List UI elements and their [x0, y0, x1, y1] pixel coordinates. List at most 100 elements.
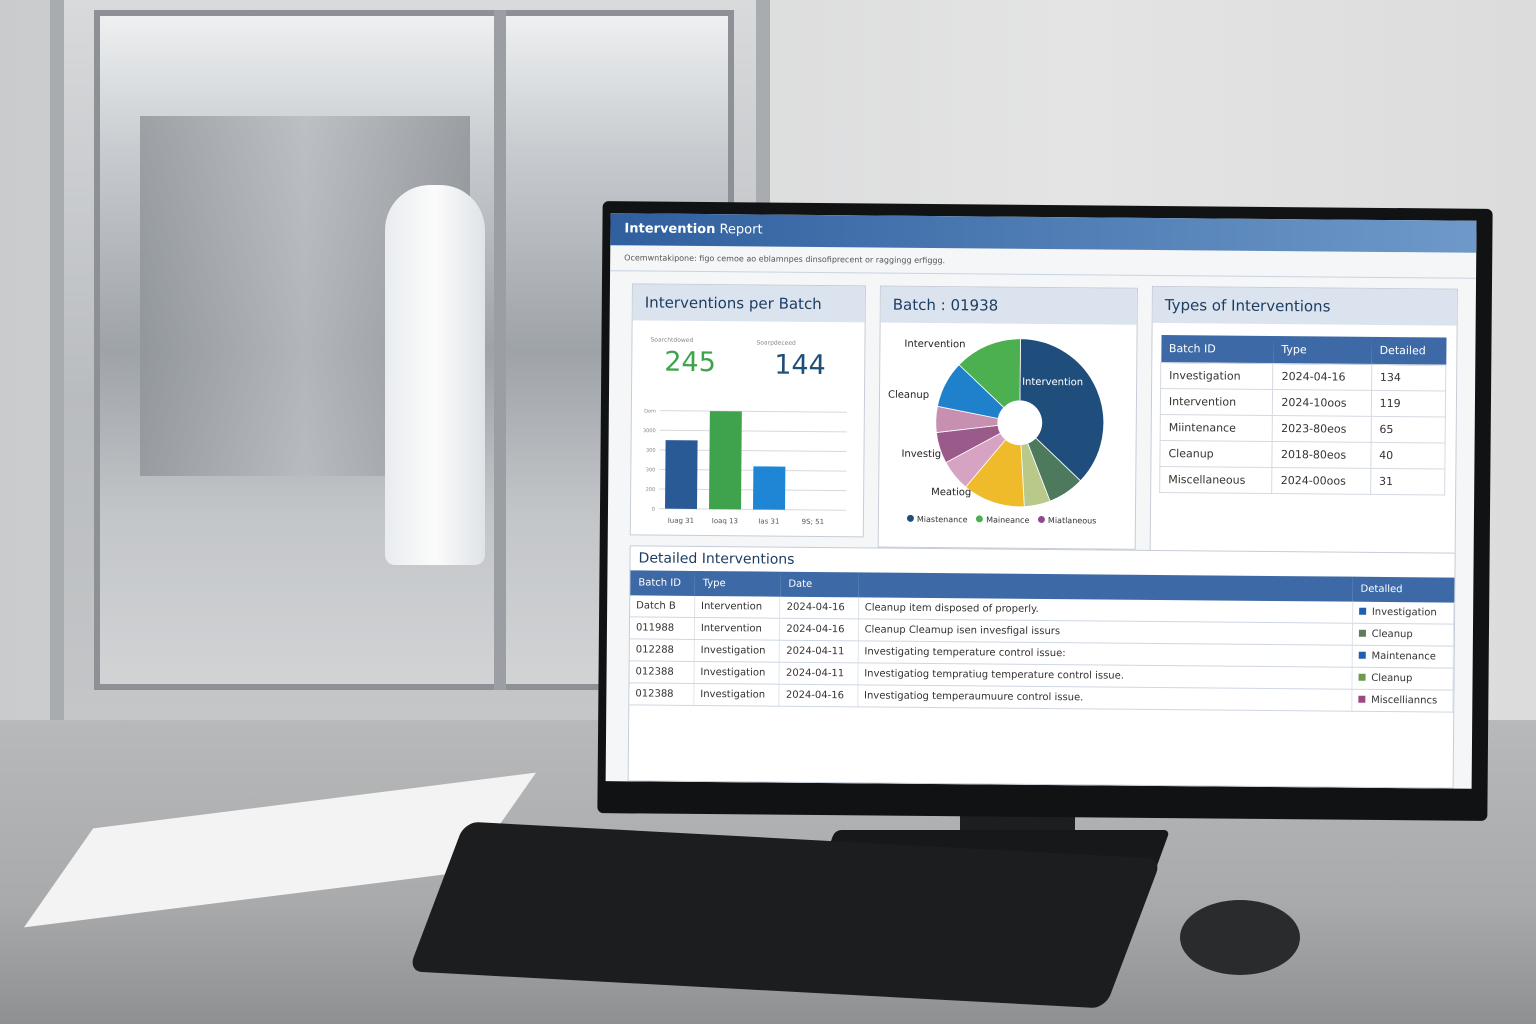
table-cell: Intervention: [1160, 388, 1274, 416]
table-cell: Intervention: [694, 617, 781, 641]
column-header: Batch ID: [630, 570, 695, 596]
table-cell: 40: [1370, 442, 1446, 469]
title-rest: Report: [715, 222, 763, 238]
table-cell: Investigation: [693, 683, 780, 707]
types-of-interventions-card: Types of Interventions Batch ID Type Detai…: [1149, 285, 1458, 565]
cell-text: 012388: [635, 688, 674, 700]
table-row[interactable]: Miintenance 2023-80eos 65: [1160, 414, 1446, 443]
cell-text: Investigation: [1371, 606, 1437, 619]
table-cell: Investigation: [694, 639, 780, 663]
kpi-caption: Soarpdeceed: [756, 339, 796, 347]
column-header: Date: [780, 571, 859, 598]
gridline: [659, 429, 847, 433]
table-row[interactable]: Cleanup 2018-80eos 40: [1159, 440, 1446, 469]
table-cell: 2024-04-11: [779, 662, 858, 685]
kpi-value: 144: [774, 349, 826, 382]
table-cell: Cleanup: [1351, 667, 1454, 691]
column-header: Type: [694, 570, 781, 597]
pie-label: Cleanup: [887, 389, 930, 401]
cell-text: 012288: [635, 644, 675, 656]
table-cell: 2024-04-16: [779, 684, 858, 707]
cell-text: Miscellianncs: [1371, 694, 1438, 707]
x-tick-label: 9S; 51: [802, 518, 824, 526]
category-swatch: [1358, 651, 1366, 659]
detailed-interventions-card: Detailed Interventions Batch ID Type Date D…: [627, 545, 1456, 789]
types-table: Batch ID Type Detailed Investigation 2024-04…: [1159, 335, 1447, 495]
table-cell: 2024-04-16: [780, 596, 859, 619]
glass-pane: [94, 10, 734, 690]
bar: [753, 466, 786, 510]
x-tick-label: Ioaq 13: [712, 517, 738, 525]
table-cell: Investigation: [1160, 362, 1274, 390]
cell-text: Investigation: [700, 645, 766, 657]
legend-label: Miastenance: [916, 514, 968, 525]
y-tick-label: 3000: [643, 428, 656, 434]
table-cell: 31: [1370, 468, 1445, 495]
category-swatch: [1358, 673, 1366, 681]
cell-text: Cleanup: [1371, 628, 1413, 641]
table-cell: 134: [1371, 364, 1446, 391]
category-swatch: [1358, 695, 1366, 703]
card-title: Batch : 01938: [880, 286, 1137, 325]
table-cell: 2024-04-16: [779, 618, 859, 641]
cell-text: 011988: [635, 622, 675, 634]
table-cell: Miscellaneous: [1159, 466, 1273, 494]
y-tick-label: 0: [652, 507, 655, 513]
table-row[interactable]: Intervention 2024-10oos 119: [1160, 388, 1446, 417]
table-cell: 2024-04-16: [1273, 363, 1372, 391]
table-cell: 2024-10oos: [1272, 389, 1372, 417]
interventions-per-batch-card: Interventions per Batch Soarchtdowed 245…: [629, 283, 866, 538]
title-bold: Intervention: [624, 221, 716, 238]
cell-text: Cleanup Cleamup isen invesfigal issurs: [864, 624, 1061, 638]
mouse[interactable]: [1180, 900, 1300, 975]
pie-label: Intervention: [904, 338, 966, 351]
cell-text: Cleanup: [1371, 672, 1413, 685]
pie-label: Investig: [901, 448, 942, 461]
y-tick-label: 300: [646, 467, 656, 473]
pie-legend: Miastenance Maineance Miatlaneous: [901, 514, 1096, 525]
pie-chart: [935, 338, 1105, 508]
legend-dot: [906, 514, 914, 522]
cell-text: Investigatiog tempratiug temperature con…: [864, 668, 1125, 682]
cell-text: Cleanup item disposed of properly.: [864, 602, 1039, 615]
technician-in-cleanroom-suit: [385, 185, 485, 565]
table-row[interactable]: Investigation 2024-04-16 134: [1160, 362, 1446, 391]
gridline: [659, 410, 847, 413]
column-header: Batch ID: [1160, 335, 1274, 364]
table-row[interactable]: Miscellaneous 2024-00oos 31: [1159, 466, 1445, 495]
table-cell: 011988: [629, 616, 695, 640]
bar: [665, 440, 698, 509]
cell-text: Investigating temperature control issue:: [864, 646, 1066, 660]
cell-text: Investigation: [700, 688, 766, 701]
bar-chart: 0 200 300 300 3000 Dom Iuag 31 Ioaq 13 Ias 31 9S;…: [643, 408, 847, 526]
table-cell: Investigation: [693, 661, 780, 685]
pie-slice: [1019, 338, 1105, 482]
pie-label: Meatiog: [931, 487, 972, 499]
detailed-table: Batch ID Type Date Detalled Datch B Intervent…: [629, 570, 1454, 713]
monitor: Intervention Report Ocemwntakipone: figo…: [597, 201, 1493, 821]
cell-text: 2024-04-16: [785, 689, 845, 702]
cell-text: 2024-04-16: [786, 601, 845, 614]
cell-text: Maintenance: [1371, 650, 1436, 663]
table-cell: Cleanup: [1352, 623, 1454, 647]
card-title: Interventions per Batch: [632, 284, 865, 323]
table-cell: Datch B: [630, 595, 695, 618]
table-cell: 2023-80eos: [1272, 415, 1372, 443]
table-cell: Miscellianncs: [1351, 689, 1453, 713]
legend-dot: [1037, 515, 1045, 523]
category-swatch: [1358, 629, 1366, 637]
cell-text: 2024-04-16: [786, 623, 845, 636]
screen: Intervention Report Ocemwntakipone: figo…: [605, 213, 1477, 789]
column-header: Type: [1273, 335, 1372, 365]
cell-text: Intervention: [700, 623, 762, 635]
table-cell: 2024-00oos: [1272, 467, 1371, 495]
table-cell: Miintenance: [1160, 414, 1273, 442]
x-tick-label: Iuag 31: [668, 517, 694, 525]
y-tick-label: 200: [646, 487, 656, 493]
cleanroom-window: [50, 0, 770, 740]
table-cell: 119: [1371, 390, 1446, 417]
window-frame: [494, 10, 506, 690]
legend-dot: [976, 515, 984, 523]
kpi-value: 245: [664, 346, 716, 379]
table-cell: 012388: [629, 682, 694, 706]
